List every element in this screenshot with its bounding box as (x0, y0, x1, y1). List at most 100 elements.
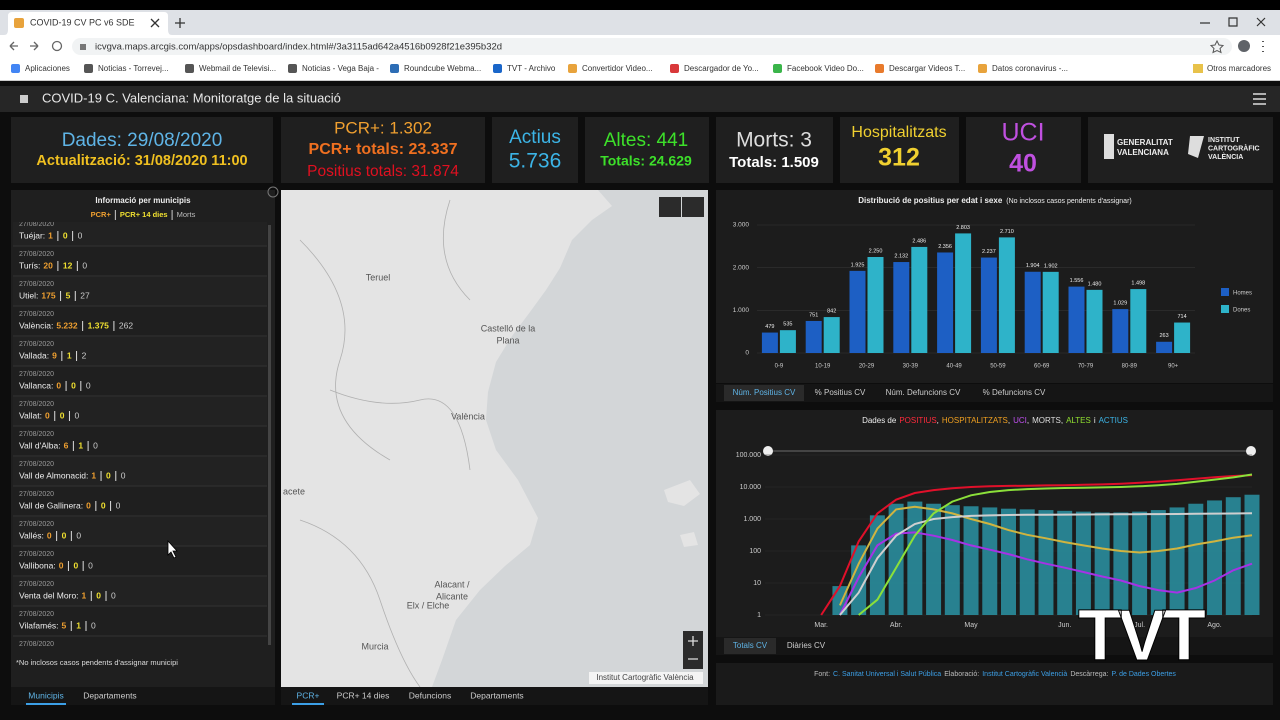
tab[interactable]: Departaments (83, 690, 136, 700)
chart-subtitle: (No inclosos casos pendents d'assignar) (1006, 198, 1131, 205)
bookmark[interactable]: TVT - Archivo (507, 64, 556, 73)
row-value: 5.232 (56, 320, 78, 330)
kpi-pcr-total: PCR+ totals: 23.337 (309, 141, 458, 158)
list-row[interactable] (13, 247, 267, 276)
profile-icon[interactable] (1238, 40, 1250, 52)
bookmark-icon (185, 64, 194, 73)
kpi-card (281, 117, 485, 183)
bookmark-icon (670, 64, 679, 73)
slider-handle[interactable] (763, 446, 773, 456)
row-value: 0 (73, 560, 78, 570)
row-value: 9 (52, 350, 57, 360)
tab[interactable]: PCR+ 14 dies (337, 690, 390, 700)
row-date: 27/08/2020 (19, 431, 54, 438)
y-tick-label: 2.000 (733, 264, 750, 271)
list-row[interactable] (13, 427, 267, 456)
list-row[interactable] (13, 517, 267, 546)
bookmark[interactable]: Roundcube Webma... (404, 64, 481, 73)
dashboard-header (0, 86, 1280, 112)
slider-handle[interactable] (1246, 446, 1256, 456)
tab[interactable]: PCR+ (297, 690, 320, 700)
footer-part[interactable]: Institut Cartogràfic Valencià (982, 671, 1067, 678)
bookmark[interactable]: Aplicaciones (25, 64, 70, 73)
list-row[interactable] (13, 487, 267, 516)
bookmark-star[interactable] (1209, 39, 1225, 54)
tab[interactable]: Núm. Defuncions CV (886, 388, 961, 397)
map-home[interactable] (659, 197, 681, 217)
bookmark[interactable]: Datos coronavirus -... (992, 64, 1068, 73)
bookmark[interactable]: Noticias - Torrevej... (98, 64, 169, 73)
bar (1112, 309, 1129, 353)
panel-options[interactable] (267, 186, 279, 198)
bookmark[interactable]: Descargar Videos T... (889, 64, 965, 73)
row-value: 0 (62, 530, 67, 540)
kpi-positive-total: Positius totals: 31.874 (307, 163, 459, 180)
list-row[interactable] (13, 367, 267, 396)
bookmark[interactable]: Webmail de Televisi... (199, 64, 276, 73)
row-value: 5 (66, 290, 71, 300)
row-date: 27/08/2020 (19, 461, 54, 468)
tab-close[interactable] (150, 18, 160, 28)
row-value: 0 (74, 410, 79, 420)
nav-buttons[interactable] (9, 41, 39, 51)
row-date: 27/08/2020 (19, 221, 54, 228)
x-tick-label: 0-9 (775, 364, 784, 370)
list-row[interactable] (13, 607, 267, 636)
bookmark[interactable]: Noticias - Vega Baja - (302, 64, 379, 73)
tab[interactable]: Municipis (28, 690, 63, 700)
x-tick-label: 40-49 (946, 364, 962, 370)
list-row[interactable] (13, 577, 267, 606)
map-label: Alacant / (434, 579, 470, 589)
bar (926, 503, 942, 615)
bookmark[interactable]: Facebook Video Do... (787, 64, 864, 73)
tab[interactable]: % Defuncions CV (983, 388, 1046, 397)
kpi-deaths-total: Totals: 1.509 (729, 154, 819, 171)
tab[interactable]: Diàries CV (787, 641, 826, 650)
list-row[interactable] (13, 457, 267, 486)
list-row[interactable] (13, 307, 267, 336)
footer-part[interactable]: P. de Dades Obertes (1111, 671, 1176, 678)
row-date: 27/08/2020 (19, 521, 54, 528)
tab[interactable]: Totals CV (733, 641, 768, 650)
kpi-card (492, 117, 578, 183)
hamburger[interactable] (1253, 93, 1266, 105)
row-value: 0 (91, 620, 96, 630)
x-tick-label: May (964, 622, 978, 629)
tab[interactable]: % Positius CV (815, 388, 866, 397)
bookmark[interactable]: Convertidor Video... (582, 64, 653, 73)
bar-label: 2.132 (894, 253, 908, 259)
bar-label: 1.556 (1070, 278, 1084, 284)
omnibox[interactable] (72, 38, 1232, 55)
row-name: Turís: (19, 260, 40, 270)
url[interactable]: icvgva.maps.arcgis.com/apps/opsdashboard… (95, 42, 502, 53)
list-row[interactable] (13, 397, 267, 426)
bar-label: 1.498 (1131, 281, 1145, 287)
list-row[interactable] (13, 337, 267, 366)
kpi-discharged-total: Totals: 24.629 (600, 153, 692, 169)
new-tab[interactable] (175, 18, 185, 28)
map[interactable] (281, 190, 708, 687)
bar (1225, 497, 1241, 615)
map-layers[interactable] (682, 197, 704, 217)
bar (980, 257, 997, 353)
map-label: Castelló de la (481, 323, 536, 333)
footer-part[interactable]: C. Sanitat Universal i Salut Pública (833, 671, 941, 678)
row-name: Vallat: (19, 410, 42, 420)
tab[interactable]: Defuncions (409, 690, 452, 700)
kpi-date: Dades: 29/08/2020 (62, 130, 223, 151)
tab[interactable]: Departaments (470, 690, 523, 700)
tab[interactable]: Núm. Positius CV (733, 388, 796, 397)
bookmark[interactable]: Descargador de Yo... (684, 64, 759, 73)
list-row[interactable] (13, 547, 267, 576)
row-date: 27/08/2020 (19, 251, 54, 258)
list-row[interactable] (13, 217, 267, 246)
reload-button[interactable] (51, 40, 63, 52)
kpi-icu-label: UCI (1001, 119, 1044, 147)
bar (869, 515, 885, 615)
list-scrollbar[interactable] (268, 225, 271, 645)
row-name: Utiel: (19, 290, 38, 300)
active-tab[interactable] (4, 12, 172, 35)
window-controls[interactable] (1200, 17, 1266, 27)
list-row[interactable] (13, 277, 267, 306)
